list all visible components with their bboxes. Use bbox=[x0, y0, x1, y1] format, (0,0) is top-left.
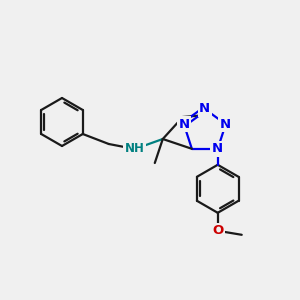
Text: N: N bbox=[199, 103, 210, 116]
Text: N: N bbox=[178, 118, 189, 131]
Text: O: O bbox=[212, 224, 223, 237]
Text: N: N bbox=[212, 142, 223, 155]
Text: N: N bbox=[220, 118, 231, 131]
Text: NH: NH bbox=[125, 142, 145, 155]
